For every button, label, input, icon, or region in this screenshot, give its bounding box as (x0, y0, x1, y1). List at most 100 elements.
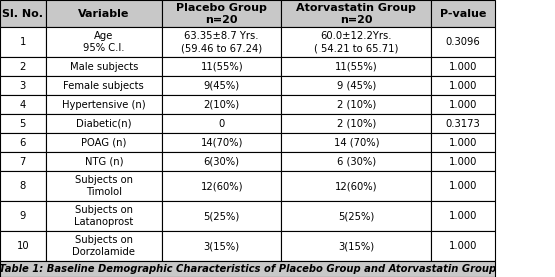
Bar (0, 171, 46, 201)
Text: 60.0±12.2Yrs.
( 54.21 to 65.71): 60.0±12.2Yrs. ( 54.21 to 65.71) (314, 31, 398, 53)
Bar (281, 152, 431, 171)
Bar (162, 231, 281, 261)
Text: Subjects on
Latanoprost: Subjects on Latanoprost (74, 205, 133, 227)
Text: Male subjects: Male subjects (69, 62, 138, 72)
Bar (281, 134, 431, 152)
Bar (162, 171, 281, 201)
Bar (0, 261, 495, 277)
Text: 2 (10%): 2 (10%) (337, 119, 376, 129)
Text: 10: 10 (17, 241, 29, 251)
Text: Atorvastatin Group
n=20: Atorvastatin Group n=20 (296, 3, 416, 25)
Bar (0, 201, 46, 231)
Text: 3(15%): 3(15%) (204, 241, 240, 251)
Text: 1.000: 1.000 (449, 62, 477, 72)
Bar (46, 134, 162, 152)
Text: 6(30%): 6(30%) (204, 157, 240, 167)
Text: 1.000: 1.000 (449, 100, 477, 110)
Text: 9 (45%): 9 (45%) (337, 81, 376, 91)
Bar (162, 76, 281, 95)
Text: POAG (n): POAG (n) (81, 138, 127, 148)
Bar (46, 57, 162, 76)
Bar (46, 171, 162, 201)
Bar (281, 0, 431, 27)
Text: 9: 9 (19, 211, 26, 221)
Bar (46, 152, 162, 171)
Bar (281, 57, 431, 76)
Bar (162, 134, 281, 152)
Text: 8: 8 (19, 181, 26, 191)
Text: 11(55%): 11(55%) (335, 62, 377, 72)
Text: 2: 2 (19, 62, 26, 72)
Text: 14 (70%): 14 (70%) (334, 138, 379, 148)
Text: 9(45%): 9(45%) (204, 81, 240, 91)
Text: NTG (n): NTG (n) (84, 157, 123, 167)
Text: 2 (10%): 2 (10%) (337, 100, 376, 110)
Bar (431, 114, 495, 134)
Text: 1.000: 1.000 (449, 81, 477, 91)
Bar (0, 0, 46, 27)
Bar (431, 95, 495, 114)
Text: 5(25%): 5(25%) (338, 211, 375, 221)
Bar (162, 152, 281, 171)
Text: Female subjects: Female subjects (63, 81, 144, 91)
Text: 3(15%): 3(15%) (338, 241, 375, 251)
Text: 5: 5 (19, 119, 26, 129)
Text: 3: 3 (19, 81, 26, 91)
Text: Hypertensive (n): Hypertensive (n) (62, 100, 145, 110)
Bar (431, 57, 495, 76)
Bar (281, 231, 431, 261)
Text: 6 (30%): 6 (30%) (337, 157, 376, 167)
Bar (46, 95, 162, 114)
Text: 1.000: 1.000 (449, 181, 477, 191)
Bar (281, 201, 431, 231)
Text: Age
95% C.I.: Age 95% C.I. (83, 31, 124, 53)
Bar (431, 171, 495, 201)
Bar (162, 201, 281, 231)
Bar (431, 231, 495, 261)
Bar (162, 114, 281, 134)
Text: 0: 0 (219, 119, 225, 129)
Text: 5(25%): 5(25%) (204, 211, 240, 221)
Bar (46, 0, 162, 27)
Bar (162, 27, 281, 57)
Text: Variable: Variable (78, 9, 129, 19)
Bar (46, 76, 162, 95)
Text: 7: 7 (19, 157, 26, 167)
Text: 12(60%): 12(60%) (200, 181, 243, 191)
Text: 0.3096: 0.3096 (446, 37, 481, 47)
Text: Diabetic(n): Diabetic(n) (76, 119, 132, 129)
Text: 1.000: 1.000 (449, 157, 477, 167)
Bar (431, 134, 495, 152)
Bar (162, 0, 281, 27)
Text: Table 1: Baseline Demographic Characteristics of Placebo Group and Atorvastatin : Table 1: Baseline Demographic Characteri… (0, 264, 496, 274)
Text: Placebo Group
n=20: Placebo Group n=20 (176, 3, 267, 25)
Text: 1.000: 1.000 (449, 211, 477, 221)
Bar (281, 27, 431, 57)
Text: 11(55%): 11(55%) (200, 62, 243, 72)
Text: 1.000: 1.000 (449, 138, 477, 148)
Bar (431, 76, 495, 95)
Bar (162, 57, 281, 76)
Text: P-value: P-value (440, 9, 486, 19)
Bar (431, 0, 495, 27)
Bar (46, 231, 162, 261)
Text: 2(10%): 2(10%) (204, 100, 240, 110)
Text: 0.3173: 0.3173 (446, 119, 481, 129)
Text: Sl. No.: Sl. No. (2, 9, 43, 19)
Bar (0, 57, 46, 76)
Bar (431, 27, 495, 57)
Bar (281, 171, 431, 201)
Bar (0, 27, 46, 57)
Bar (281, 114, 431, 134)
Text: 6: 6 (19, 138, 26, 148)
Text: 63.35±8.7 Yrs.
(59.46 to 67.24): 63.35±8.7 Yrs. (59.46 to 67.24) (181, 31, 263, 53)
Bar (281, 76, 431, 95)
Bar (0, 95, 46, 114)
Bar (0, 114, 46, 134)
Text: 4: 4 (19, 100, 26, 110)
Bar (0, 134, 46, 152)
Bar (431, 152, 495, 171)
Bar (281, 95, 431, 114)
Text: Subjects on
Timolol: Subjects on Timolol (75, 175, 133, 198)
Bar (431, 201, 495, 231)
